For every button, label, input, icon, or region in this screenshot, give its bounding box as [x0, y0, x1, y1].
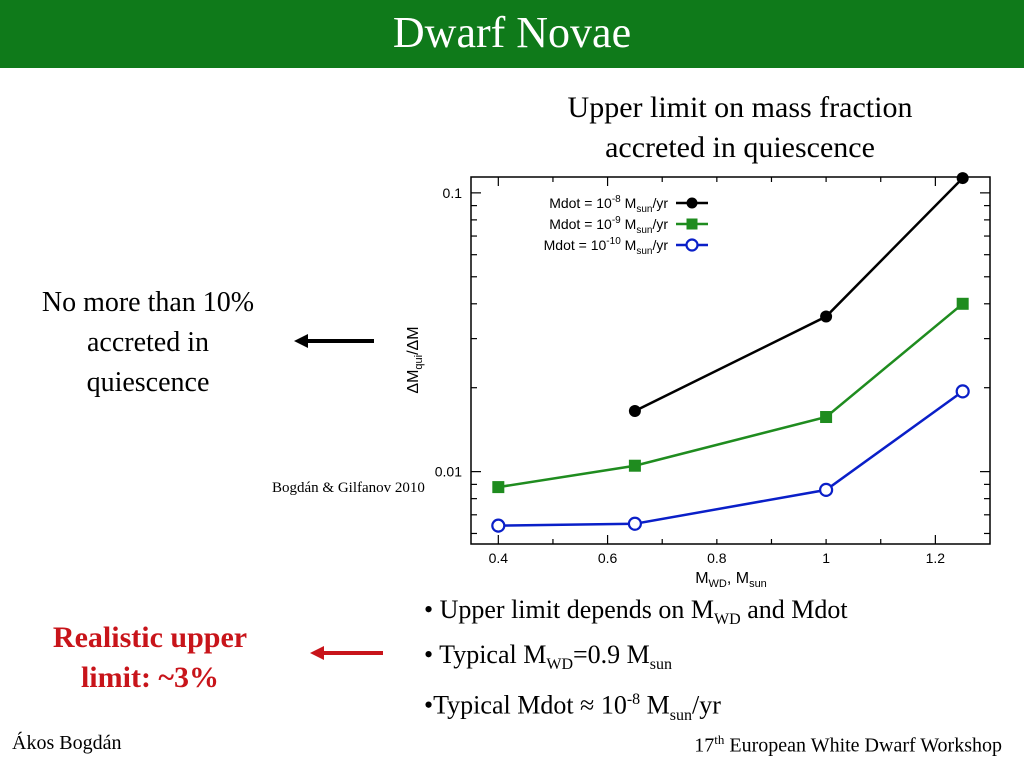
x-axis-label: MWD, Msun	[695, 570, 767, 590]
bullet-item-3: •Typical Mdot ≈ 10-8 Msun/yr	[424, 691, 721, 725]
series-line	[492, 297, 969, 494]
y-tick-label: 0.1	[443, 185, 463, 201]
x-tick-label: 0.4	[489, 550, 509, 566]
legend-label: Mdot = 10-9 Msun/yr	[549, 215, 668, 236]
chart-title: Upper limit on mass fraction accreted in…	[500, 88, 980, 168]
side-note: No more than 10% accreted in quiescence	[0, 283, 296, 403]
bullet-list: • Upper limit depends on MWD and Mdot • …	[424, 592, 848, 733]
data-point	[686, 218, 698, 230]
plot-frame	[470, 176, 991, 545]
footer-event: 17th European White Dwarf Workshop	[694, 732, 1002, 757]
series-path	[498, 302, 964, 489]
x-tick-label: 1	[822, 550, 830, 566]
data-point	[956, 172, 969, 185]
x-tick-label: 1.2	[926, 550, 946, 566]
realistic-line-2: limit: ~3%	[80, 661, 220, 694]
x-axis: 0.4 0.6 0.8 1 1.2	[489, 177, 946, 566]
series-line	[491, 384, 970, 533]
data-point	[628, 404, 641, 417]
data-point	[627, 516, 642, 531]
side-note-line-1: No more than 10%	[41, 287, 255, 318]
side-note-line-2: accreted in	[86, 327, 210, 358]
title-bar: Dwarf Novae	[0, 0, 1024, 68]
x-tick-label: 0.8	[707, 550, 727, 566]
legend-label: Mdot = 10-8 Msun/yr	[549, 194, 668, 215]
chart-title-line-2: accreted in quiescence	[605, 131, 875, 164]
data-point	[820, 310, 833, 323]
citation: Bogdán & Gilfanov 2010	[272, 480, 425, 496]
y-axis: 0.01 0.1	[435, 185, 990, 535]
data-point	[819, 482, 834, 497]
y-tick-label: 0.01	[435, 464, 462, 480]
side-note-line-3: quiescence	[86, 367, 210, 398]
series-path	[498, 390, 964, 527]
x-tick-label: 0.6	[598, 550, 618, 566]
realistic-limit-note: Realistic upper limit: ~3%	[0, 618, 300, 698]
data-point	[820, 411, 833, 424]
legend-label: Mdot = 10-10 Msun/yr	[544, 236, 669, 257]
series-line	[628, 172, 969, 417]
data-point	[492, 481, 505, 494]
bullet-item-2: • Typical MWD=0.9 Msun	[424, 640, 673, 674]
data-point	[685, 238, 699, 252]
realistic-line-1: Realistic upper	[52, 621, 248, 654]
black-arrow-icon	[294, 334, 374, 348]
series-layer	[491, 172, 970, 533]
data-point	[955, 384, 970, 399]
series-path	[634, 177, 964, 413]
data-point	[686, 197, 698, 209]
chart-title-line-1: Upper limit on mass fraction	[567, 91, 913, 124]
data-point	[956, 297, 969, 310]
red-arrow-icon	[310, 646, 383, 660]
bullet-item-1: • Upper limit depends on MWD and Mdot	[424, 595, 848, 629]
y-axis-label: ΔMqui/ΔM	[405, 326, 425, 393]
page-title: Dwarf Novae	[392, 8, 632, 57]
footer-author: Ákos Bogdán	[12, 732, 122, 754]
data-point	[628, 459, 641, 472]
data-point	[491, 518, 506, 533]
